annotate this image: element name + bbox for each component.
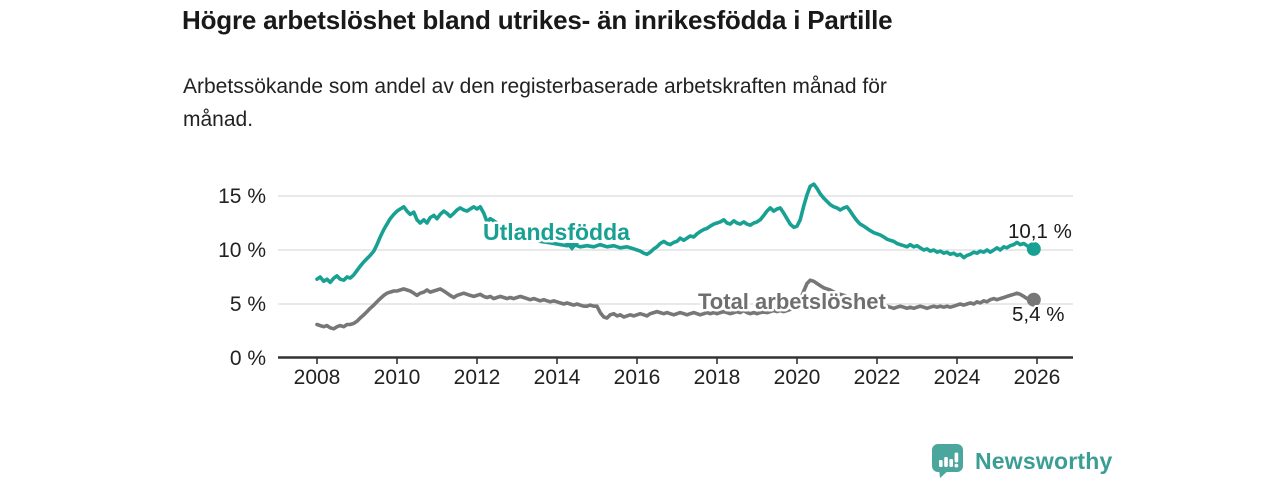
y-axis-label-0: 0 %: [230, 347, 266, 370]
newsworthy-logo-text: Newsworthy: [975, 447, 1113, 474]
logo-bar-3: [949, 459, 953, 467]
x-axis-label-2014: 2014: [534, 366, 581, 389]
series-end-dot-utlandsfodda: [1026, 241, 1041, 256]
x-axis-label-2026: 2026: [1014, 366, 1061, 389]
x-axis-label-2016: 2016: [614, 366, 661, 389]
x-axis-label-2010: 2010: [374, 366, 421, 389]
chart-subtitle-line-2: månad.: [183, 108, 254, 131]
logo-bar-1: [939, 460, 943, 467]
chart-subtitle-line-1: Arbetssökande som andel av den registerb…: [183, 75, 887, 98]
chart-title: Högre arbetslöshet bland utrikes- än inr…: [182, 5, 893, 35]
y-axis-label-5: 5 %: [230, 293, 266, 316]
x-axis-label-2020: 2020: [774, 366, 821, 389]
x-axis-label-2022: 2022: [854, 366, 901, 389]
logo-exclamation-icon: [954, 452, 959, 463]
x-axis-label-2018: 2018: [694, 366, 741, 389]
series-label-utlandsfodda: Utlandsfödda: [483, 219, 630, 245]
series-end-value-total: 5,4 %: [1012, 303, 1064, 326]
x-axis-label-2012: 2012: [454, 366, 501, 389]
series-end-value-utlandsfodda: 10,1 %: [1008, 220, 1072, 243]
series-label-total: Total arbetslöshet: [698, 289, 887, 314]
series-pointer-icon: [565, 243, 579, 251]
y-axis-label-15: 15 %: [218, 185, 266, 208]
series-line-utlandsfodda: [315, 182, 1036, 285]
series-line-total: [315, 278, 1036, 331]
y-axis-label-10: 10 %: [218, 239, 266, 262]
series-end-dot-total: [1026, 292, 1041, 307]
newsworthy-logo: Newsworthy: [931, 443, 1112, 479]
logo-bar-2: [944, 457, 948, 467]
x-axis-label-2024: 2024: [934, 366, 981, 389]
chart-subtitle: Arbetssökande som andel av den registerb…: [183, 70, 1083, 136]
newsworthy-logo-icon: [932, 444, 963, 478]
x-axis-label-2008: 2008: [294, 366, 341, 389]
